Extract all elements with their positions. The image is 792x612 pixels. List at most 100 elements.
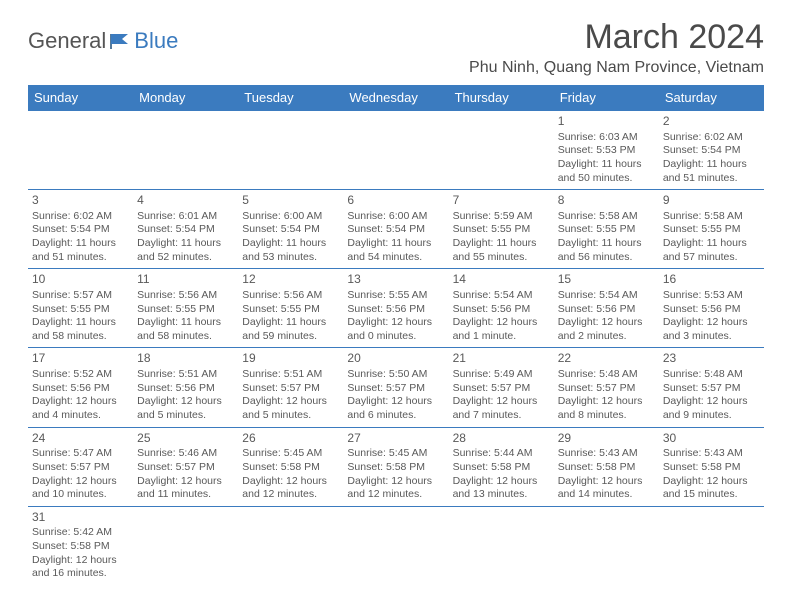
calendar-day-cell: 12Sunrise: 5:56 AMSunset: 5:55 PMDayligh… xyxy=(238,269,343,348)
calendar-day-cell: 25Sunrise: 5:46 AMSunset: 5:57 PMDayligh… xyxy=(133,427,238,506)
sunrise-line: Sunrise: 5:43 AM xyxy=(663,447,760,461)
calendar-day-cell: 22Sunrise: 5:48 AMSunset: 5:57 PMDayligh… xyxy=(554,348,659,427)
day-number: 19 xyxy=(242,351,339,367)
day-number: 4 xyxy=(137,193,234,209)
sunset-line: Sunset: 5:57 PM xyxy=(453,382,550,396)
day-number: 31 xyxy=(32,510,129,526)
sunrise-line: Sunrise: 5:54 AM xyxy=(558,289,655,303)
sunset-line: Sunset: 5:56 PM xyxy=(663,303,760,317)
day-number: 28 xyxy=(453,431,550,447)
sunset-line: Sunset: 5:55 PM xyxy=(242,303,339,317)
sunset-line: Sunset: 5:58 PM xyxy=(663,461,760,475)
daylight-line: Daylight: 11 hours and 58 minutes. xyxy=(137,316,234,343)
sunset-line: Sunset: 5:56 PM xyxy=(32,382,129,396)
sunrise-line: Sunrise: 5:49 AM xyxy=(453,368,550,382)
calendar-day-cell: 31Sunrise: 5:42 AMSunset: 5:58 PMDayligh… xyxy=(28,506,133,585)
sunrise-line: Sunrise: 6:02 AM xyxy=(663,131,760,145)
sunset-line: Sunset: 5:55 PM xyxy=(453,223,550,237)
calendar-day-cell xyxy=(343,111,448,190)
calendar-day-cell xyxy=(238,111,343,190)
day-header: Saturday xyxy=(659,85,764,111)
daylight-line: Daylight: 12 hours and 9 minutes. xyxy=(663,395,760,422)
day-number: 23 xyxy=(663,351,760,367)
sunrise-line: Sunrise: 5:52 AM xyxy=(32,368,129,382)
daylight-line: Daylight: 12 hours and 6 minutes. xyxy=(347,395,444,422)
daylight-line: Daylight: 12 hours and 5 minutes. xyxy=(242,395,339,422)
day-number: 17 xyxy=(32,351,129,367)
calendar-week-row: 17Sunrise: 5:52 AMSunset: 5:56 PM Dayligh… xyxy=(28,348,764,427)
sunset-line: Sunset: 5:54 PM xyxy=(137,223,234,237)
header: General Blue March 2024 Phu Ninh, Quang … xyxy=(28,18,764,77)
calendar-table: SundayMondayTuesdayWednesdayThursdayFrid… xyxy=(28,85,764,585)
sunset-line: Sunset: 5:58 PM xyxy=(453,461,550,475)
sunset-line: Sunset: 5:57 PM xyxy=(663,382,760,396)
sunrise-line: Sunrise: 5:53 AM xyxy=(663,289,760,303)
sunrise-line: Sunrise: 5:45 AM xyxy=(347,447,444,461)
day-header: Thursday xyxy=(449,85,554,111)
calendar-day-cell: 23Sunrise: 5:48 AMSunset: 5:57 PMDayligh… xyxy=(659,348,764,427)
title-block: March 2024 Phu Ninh, Quang Nam Province,… xyxy=(469,18,764,77)
sunrise-line: Sunrise: 5:57 AM xyxy=(32,289,129,303)
calendar-week-row: 10Sunrise: 5:57 AMSunset: 5:55 PMDayligh… xyxy=(28,269,764,348)
sunset-line: Sunset: 5:56 PM xyxy=(453,303,550,317)
sunset-line: Sunset: 5:57 PM xyxy=(242,382,339,396)
sunset-line: Sunset: 5:53 PM xyxy=(558,144,655,158)
calendar-day-cell: 26Sunrise: 5:45 AMSunset: 5:58 PMDayligh… xyxy=(238,427,343,506)
sunset-line: Sunset: 5:58 PM xyxy=(558,461,655,475)
calendar-day-cell xyxy=(133,506,238,585)
calendar-day-cell xyxy=(449,506,554,585)
calendar-body: 1Sunrise: 6:03 AMSunset: 5:53 PMDaylight… xyxy=(28,111,764,585)
calendar-day-cell: 6Sunrise: 6:00 AMSunset: 5:54 PMDaylight… xyxy=(343,190,448,269)
day-number: 7 xyxy=(453,193,550,209)
day-number: 12 xyxy=(242,272,339,288)
flag-icon xyxy=(110,32,132,50)
sunset-line: Sunset: 5:57 PM xyxy=(137,461,234,475)
calendar-day-cell: 27Sunrise: 5:45 AMSunset: 5:58 PMDayligh… xyxy=(343,427,448,506)
daylight-line: Daylight: 12 hours and 12 minutes. xyxy=(347,475,444,502)
sunrise-line: Sunrise: 5:51 AM xyxy=(242,368,339,382)
sunset-line: Sunset: 5:54 PM xyxy=(663,144,760,158)
day-number: 3 xyxy=(32,193,129,209)
daylight-line: Daylight: 12 hours and 15 minutes. xyxy=(663,475,760,502)
sunrise-line: Sunrise: 5:56 AM xyxy=(242,289,339,303)
day-number: 11 xyxy=(137,272,234,288)
logo: General Blue xyxy=(28,18,178,54)
calendar-week-row: 31Sunrise: 5:42 AMSunset: 5:58 PMDayligh… xyxy=(28,506,764,585)
sunrise-line: Sunrise: 5:42 AM xyxy=(32,526,129,540)
sunrise-line: Sunrise: 5:56 AM xyxy=(137,289,234,303)
daylight-line: Daylight: 12 hours and 2 minutes. xyxy=(558,316,655,343)
calendar-day-cell xyxy=(28,111,133,190)
calendar-day-cell: 9Sunrise: 5:58 AMSunset: 5:55 PMDaylight… xyxy=(659,190,764,269)
sunrise-line: Sunrise: 5:50 AM xyxy=(347,368,444,382)
sunrise-line: Sunrise: 6:00 AM xyxy=(347,210,444,224)
sunrise-line: Sunrise: 5:45 AM xyxy=(242,447,339,461)
day-number: 1 xyxy=(558,114,655,130)
sunrise-line: Sunrise: 5:58 AM xyxy=(558,210,655,224)
calendar-day-cell xyxy=(133,111,238,190)
day-number: 16 xyxy=(663,272,760,288)
calendar-day-cell xyxy=(554,506,659,585)
daylight-line: Daylight: 12 hours and 11 minutes. xyxy=(137,475,234,502)
sunset-line: Sunset: 5:57 PM xyxy=(558,382,655,396)
sunset-line: Sunset: 5:54 PM xyxy=(32,223,129,237)
sunrise-line: Sunrise: 6:00 AM xyxy=(242,210,339,224)
calendar-day-cell: 7Sunrise: 5:59 AMSunset: 5:55 PMDaylight… xyxy=(449,190,554,269)
daylight-line: Daylight: 11 hours and 54 minutes. xyxy=(347,237,444,264)
daylight-line: Daylight: 11 hours and 57 minutes. xyxy=(663,237,760,264)
calendar-day-cell: 11Sunrise: 5:56 AMSunset: 5:55 PMDayligh… xyxy=(133,269,238,348)
calendar-day-cell: 30Sunrise: 5:43 AMSunset: 5:58 PMDayligh… xyxy=(659,427,764,506)
day-number: 21 xyxy=(453,351,550,367)
sunset-line: Sunset: 5:55 PM xyxy=(137,303,234,317)
calendar-day-cell: 14Sunrise: 5:54 AMSunset: 5:56 PMDayligh… xyxy=(449,269,554,348)
sunset-line: Sunset: 5:54 PM xyxy=(242,223,339,237)
day-number: 30 xyxy=(663,431,760,447)
day-number: 9 xyxy=(663,193,760,209)
sunrise-line: Sunrise: 5:44 AM xyxy=(453,447,550,461)
day-number: 2 xyxy=(663,114,760,130)
daylight-line: Daylight: 12 hours and 14 minutes. xyxy=(558,475,655,502)
day-header: Monday xyxy=(133,85,238,111)
day-number: 10 xyxy=(32,272,129,288)
daylight-line: Daylight: 11 hours and 58 minutes. xyxy=(32,316,129,343)
calendar-day-cell: 16Sunrise: 5:53 AMSunset: 5:56 PMDayligh… xyxy=(659,269,764,348)
sunset-line: Sunset: 5:58 PM xyxy=(347,461,444,475)
